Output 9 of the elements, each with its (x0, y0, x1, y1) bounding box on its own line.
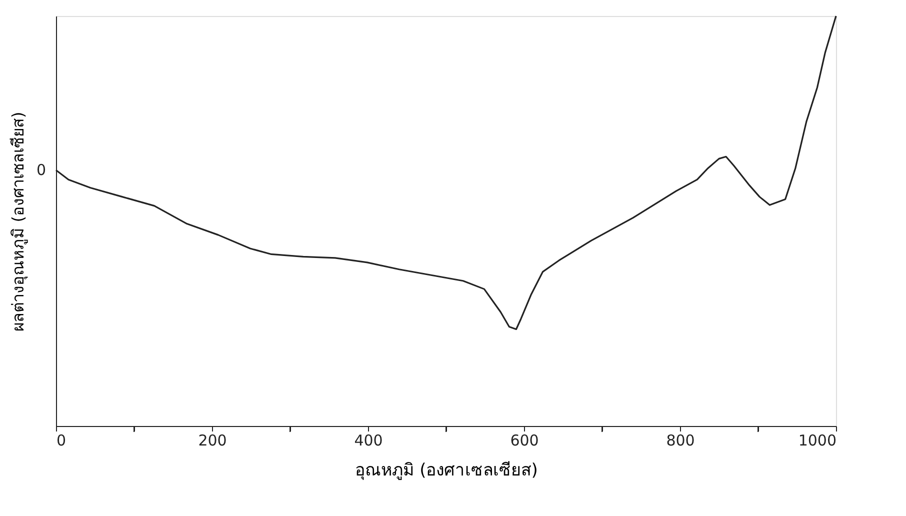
x-axis-title: อุณหภูมิ (องศาเซลเซียส) (355, 460, 538, 480)
x-tick-label: 0 (56, 432, 66, 450)
x-tick-label: 400 (354, 432, 383, 450)
x-tick-label: 800 (666, 432, 695, 450)
x-tick-label: 600 (510, 432, 539, 450)
x-tick-label: 1000 (798, 432, 836, 450)
x-tick-label: 200 (198, 432, 227, 450)
y-axis-title: ผลต่างอุณหภูมิ (องศาเซลเซียส) (8, 112, 28, 332)
annotation: 0 (36, 161, 46, 180)
